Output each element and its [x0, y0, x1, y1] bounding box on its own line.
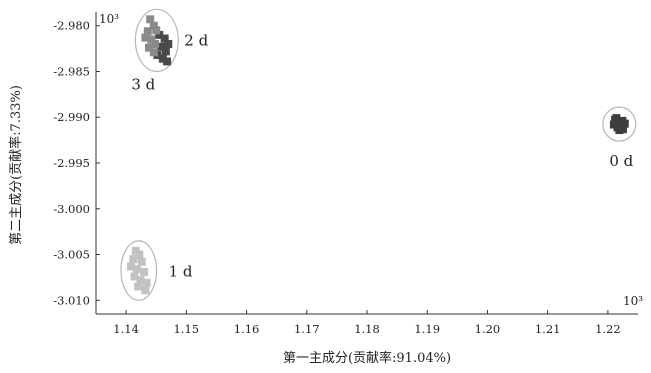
data-point-series-0: [619, 125, 627, 133]
cluster-label: 1 d: [169, 263, 193, 281]
data-point-series-0: [612, 114, 620, 122]
x-tick-label: 1.19: [414, 322, 440, 336]
x-tick-label: 1.20: [475, 322, 501, 336]
cluster-label: 0 d: [609, 152, 633, 170]
x-tick-label: 1.17: [294, 322, 320, 336]
data-points: [127, 15, 629, 294]
x-axis-title: 第一主成分(贡献率:91.04%): [283, 350, 451, 366]
data-point-series-2: [162, 47, 170, 55]
data-point-series-1: [143, 279, 151, 287]
y-tick-label: -2.980: [53, 19, 90, 33]
data-point-series-1: [129, 255, 137, 263]
data-point-series-3: [152, 26, 160, 34]
y-tick-label: -3.005: [53, 248, 90, 262]
cluster-labels: 0 d 1 d 2 d 3 d: [131, 31, 633, 280]
x-tick-label: 1.18: [354, 322, 380, 336]
y-tick-label: -3.000: [53, 202, 90, 216]
data-point-series-1: [138, 258, 146, 266]
cluster-label: 2 d: [184, 31, 208, 49]
y-tick-label: -3.010: [53, 293, 90, 307]
data-point-series-3: [150, 48, 158, 56]
y-exponent-label: 10³: [99, 12, 119, 26]
x-tick-label: 1.21: [535, 322, 561, 336]
y-ticks: -2.980 -2.985 -2.990 -2.995 -3.000 -3.005 -3.0…: [53, 19, 100, 308]
cluster-label: 3 d: [131, 75, 155, 93]
y-axis-title: 第二主成分(贡献率:7.33%): [8, 85, 24, 245]
x-tick-label: 1.15: [174, 322, 200, 336]
data-point-series-1: [134, 283, 142, 291]
x-tick-label: 1.22: [595, 322, 621, 336]
x-tick-label: 1.16: [234, 322, 260, 336]
y-tick-label: -2.990: [53, 110, 90, 124]
cluster-ellipses: [121, 9, 636, 300]
y-tick-label: -2.995: [53, 156, 90, 170]
data-point-series-2: [163, 57, 171, 65]
data-point-series-2: [164, 40, 172, 48]
data-point-series-1: [140, 268, 148, 276]
data-point-series-1: [141, 286, 149, 294]
data-point-series-1: [133, 265, 141, 273]
x-tick-label: 1.14: [113, 322, 139, 336]
x-exponent-label: 10³: [623, 294, 643, 308]
y-tick-label: -2.985: [53, 64, 90, 78]
